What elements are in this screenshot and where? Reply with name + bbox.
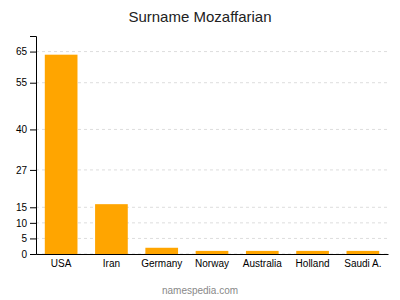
x-tick: Australia xyxy=(243,258,282,269)
x-axis-line xyxy=(37,254,389,255)
x-tick-label: Saudi A. xyxy=(344,258,381,269)
y-tick-label: 27 xyxy=(16,165,28,176)
y-tick-mark xyxy=(30,223,36,224)
title: Surname Mozaffarian xyxy=(128,8,271,25)
plot: 0 5 10 15 27 40 55 65 USA Iran Germany Norway Austra… xyxy=(16,37,389,270)
y-axis-line xyxy=(30,37,37,255)
y-tick: 65 xyxy=(16,46,36,57)
x-tick: Norway xyxy=(195,258,229,269)
y-axis: 0 5 10 15 27 40 55 65 xyxy=(16,37,37,260)
x-tick-label: USA xyxy=(51,258,72,269)
y-tick-label: 5 xyxy=(21,233,27,244)
y-tick-mark xyxy=(30,83,36,84)
bar xyxy=(95,204,128,254)
x-tick: Holland xyxy=(296,258,330,269)
bar xyxy=(246,251,279,254)
bar xyxy=(45,55,78,254)
x-tick: USA xyxy=(51,258,72,269)
x-tick-label: Germany xyxy=(141,258,182,269)
x-axis: USA Iran Germany Norway Australia Holland Saud… xyxy=(37,255,389,270)
x-tick: Saudi A. xyxy=(344,258,381,269)
y-tick-label: 55 xyxy=(16,77,28,88)
y-tick: 27 xyxy=(16,165,36,176)
grid-line xyxy=(36,207,388,208)
x-tick: Germany xyxy=(141,258,182,269)
y-tick: 15 xyxy=(16,202,36,213)
y-tick-label: 40 xyxy=(16,124,28,135)
y-tick: 40 xyxy=(16,124,36,135)
y-tick: 5 xyxy=(21,233,36,244)
grid-line xyxy=(36,222,388,223)
y-tick: 0 xyxy=(21,249,36,260)
y-tick-label: 10 xyxy=(16,218,28,229)
y-tick-label: 15 xyxy=(16,202,28,213)
y-tick-label: 0 xyxy=(21,249,27,260)
x-tick-label: Holland xyxy=(296,258,330,269)
x-tick-label: Norway xyxy=(195,258,229,269)
x-tick-label: Australia xyxy=(243,258,282,269)
grid-line xyxy=(36,51,388,52)
grid xyxy=(36,52,388,254)
y-tick-mark xyxy=(30,238,36,239)
grid-line xyxy=(36,129,388,130)
y-tick-mark xyxy=(30,254,36,255)
chart: 0 5 10 15 27 40 55 65 USA Iran Germany Norway Austra… xyxy=(0,0,400,300)
y-tick-mark xyxy=(30,52,36,53)
y-tick-mark xyxy=(30,207,36,208)
y-tick: 10 xyxy=(16,218,36,229)
x-tick: Iran xyxy=(103,258,120,269)
bar xyxy=(296,251,329,254)
x-tick-label: Iran xyxy=(103,258,120,269)
y-tick-mark xyxy=(30,170,36,171)
bar xyxy=(347,251,380,254)
y-tick-mark xyxy=(30,129,36,130)
grid-line xyxy=(36,169,388,170)
annotation: namespedia.com xyxy=(162,285,238,296)
bars xyxy=(45,55,379,254)
bar xyxy=(145,248,178,254)
grid-line xyxy=(36,238,388,239)
y-tick-label: 65 xyxy=(16,46,28,57)
bar xyxy=(196,251,229,254)
grid-line xyxy=(36,82,388,83)
y-tick: 55 xyxy=(16,77,36,88)
